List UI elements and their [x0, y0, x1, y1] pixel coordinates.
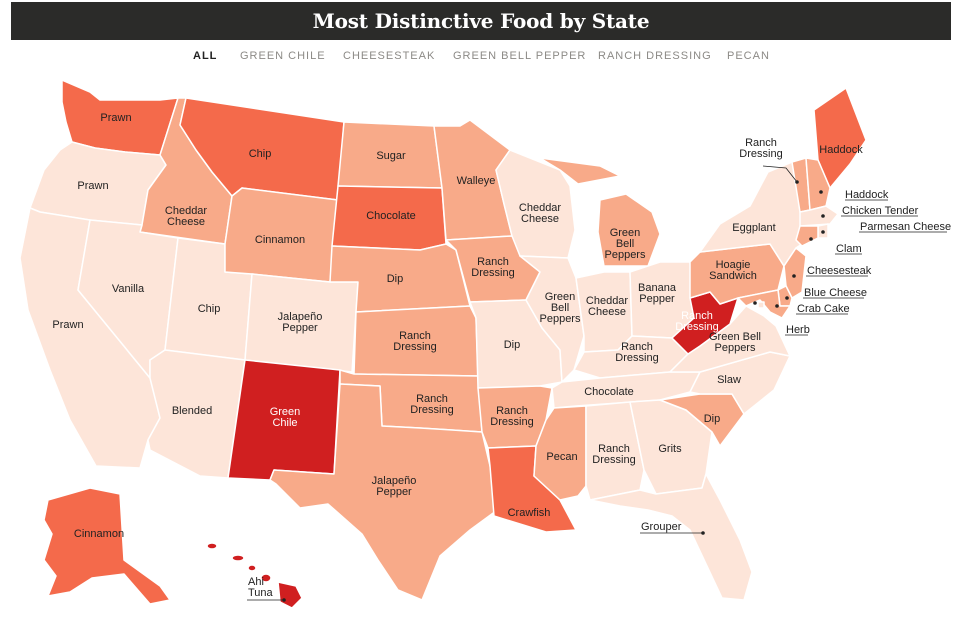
label-kentucky: Ranch Dressing [615, 341, 658, 364]
label-north-carolina: Slaw [717, 374, 741, 386]
label-montana: Chip [249, 148, 272, 160]
label-colorado: Jalapeño Pepper [278, 311, 323, 334]
callout-vermont: Ranch Dressing [739, 137, 782, 160]
callouts: Ranch Dressing Haddock Chicken Tender Par… [247, 137, 951, 602]
label-arkansas: Ranch Dressing [490, 405, 533, 428]
label-ohio: Banana Pepper [638, 282, 677, 305]
callout-maryland: Crab Cake [797, 303, 850, 315]
label-arizona: Blended [172, 405, 212, 417]
label-wyoming: Cinnamon [255, 234, 305, 246]
callout-delaware: Blue Cheese [804, 287, 867, 299]
callout-rhode-island: Parmesan Cheese [860, 221, 951, 233]
callout-dc: Herb [786, 324, 810, 336]
label-pennsylvania: Hoagie Sandwich [709, 259, 757, 282]
label-new-york: Eggplant [732, 222, 775, 234]
label-alaska: Cinnamon [74, 528, 124, 540]
label-texas: Jalapeño Pepper [372, 475, 417, 498]
tab-ranch-dressing[interactable]: RANCH DRESSING [598, 50, 712, 62]
callout-new-jersey: Cheesesteak [807, 265, 872, 277]
label-maine: Haddock [819, 144, 863, 156]
tab-green-chile[interactable]: GREEN CHILE [240, 50, 326, 62]
label-north-dakota: Sugar [376, 150, 406, 162]
label-mississippi: Pecan [546, 451, 577, 463]
page-title: Most Distinctive Food by State [312, 9, 650, 33]
label-utah: Chip [198, 303, 221, 315]
state-dc[interactable] [757, 301, 765, 309]
label-virginia: Green Bell Peppers [709, 331, 761, 354]
label-kansas: Ranch Dressing [393, 330, 436, 353]
state-labels: Prawn Prawn Prawn Cheddar Cheese Vanilla … [52, 112, 863, 540]
label-indiana: Cheddar Cheese [586, 295, 629, 318]
state-connecticut[interactable] [795, 225, 819, 247]
state-mississippi[interactable] [533, 405, 587, 501]
callout-massachusetts: Chicken Tender [842, 205, 919, 217]
label-missouri: Dip [504, 339, 521, 351]
title-bar: Most Distinctive Food by State [11, 2, 951, 40]
label-nebraska: Dip [387, 273, 404, 285]
callout-connecticut: Clam [836, 243, 862, 255]
label-georgia: Grits [658, 443, 682, 455]
callout-new-hampshire: Haddock [845, 189, 889, 201]
label-wisconsin: Cheddar Cheese [519, 202, 562, 225]
tab-cheesesteak[interactable]: CHEESESTEAK [343, 50, 436, 62]
label-illinois: Green Bell Peppers [540, 291, 581, 325]
food-filter-tabs: ALL GREEN CHILE CHEESESTEAK GREEN BELL P… [0, 50, 961, 68]
label-louisiana: Crawfish [508, 507, 551, 519]
label-south-carolina: Dip [704, 413, 721, 425]
label-oklahoma: Ranch Dressing [410, 393, 453, 416]
tab-all[interactable]: ALL [193, 50, 218, 62]
callout-florida: Grouper [641, 521, 682, 533]
tab-pecan[interactable]: PECAN [727, 50, 770, 62]
label-tennessee: Chocolate [584, 386, 634, 398]
label-california: Prawn [52, 319, 83, 331]
label-nevada: Vanilla [112, 283, 145, 295]
label-iowa: Ranch Dressing [471, 256, 514, 279]
label-new-mexico: Green Chile [270, 406, 301, 429]
label-minnesota: Walleye [457, 175, 496, 187]
label-west-virginia: Ranch Dressing [675, 310, 718, 333]
state-new-hampshire[interactable] [805, 157, 831, 211]
tab-green-bell-pepper[interactable]: GREEN BELL PEPPER [453, 50, 587, 62]
label-michigan: Green Bell Peppers [605, 227, 646, 261]
label-south-dakota: Chocolate [366, 210, 416, 222]
label-alabama: Ranch Dressing [592, 443, 635, 466]
state-florida[interactable] [589, 473, 753, 601]
label-idaho: Cheddar Cheese [165, 205, 208, 228]
label-washington: Prawn [100, 112, 131, 124]
state-alaska[interactable] [43, 487, 171, 605]
callout-hawaii: Ahi Tuna [248, 576, 274, 599]
label-oregon: Prawn [77, 180, 108, 192]
state-texas[interactable] [269, 383, 501, 601]
state-michigan[interactable] [539, 157, 661, 267]
